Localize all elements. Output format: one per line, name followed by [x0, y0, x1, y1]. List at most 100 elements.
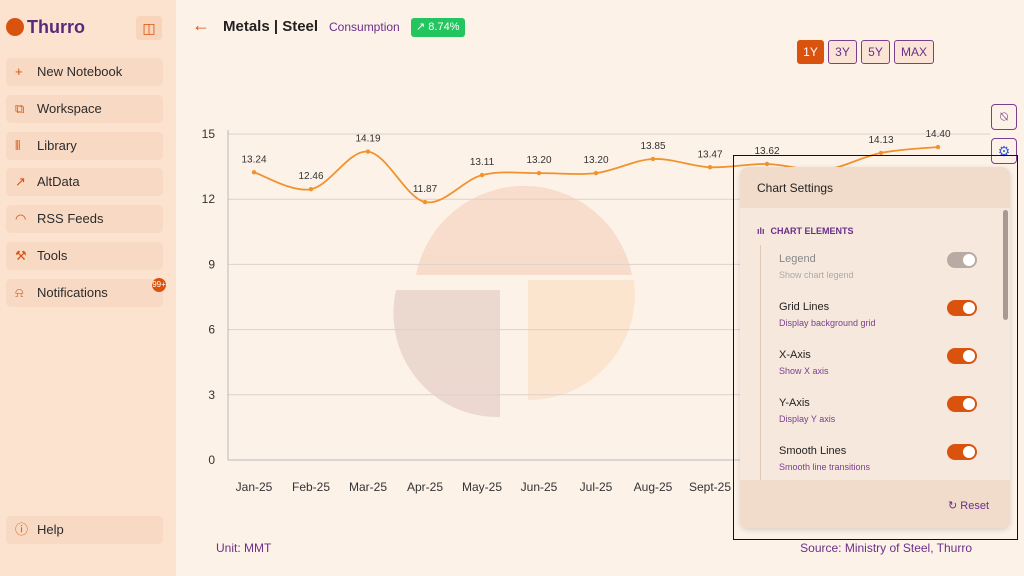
option-description: Display background grid [779, 318, 876, 328]
range-button[interactable]: 3Y [828, 40, 857, 64]
data-point [764, 161, 770, 167]
nav-label: AltData [37, 174, 80, 190]
brand: Thurro [27, 17, 85, 37]
source: Source: Ministry of Steel, Thurro [800, 541, 972, 555]
data-point [707, 165, 713, 170]
settings-outline [733, 155, 1018, 540]
value-label: 13.62 [754, 146, 779, 157]
reset-label: Reset [960, 500, 990, 512]
nav-icon: ◠ [15, 211, 27, 227]
toggle-knob [963, 302, 975, 314]
option-description: Show X axis [779, 366, 829, 376]
nav-icon: ↗ [15, 174, 26, 190]
value-label: 14.40 [925, 129, 950, 140]
y-tick-label: 0 [208, 453, 215, 467]
nav-item[interactable]: + New Notebook [6, 58, 163, 86]
back-button[interactable]: ← [192, 15, 210, 35]
x-tick-label: Aug-25 [634, 480, 673, 494]
nav-label: New Notebook [37, 64, 123, 79]
help-button[interactable]: ⓘ Help [6, 516, 163, 544]
change-value: 8.74% [428, 21, 460, 33]
toggle [947, 252, 977, 268]
option-label: Smooth Lines [779, 445, 847, 457]
x-tick-label: Mar-25 [349, 480, 387, 494]
y-tick-label: 6 [208, 323, 215, 337]
value-label: 13.24 [241, 154, 266, 165]
help-label: Help [37, 522, 64, 537]
logo [6, 18, 24, 36]
toggle[interactable] [947, 444, 977, 460]
nav-icon: ⚒ [15, 248, 27, 263]
data-point [251, 170, 257, 175]
settings-footer [740, 480, 1010, 528]
sidebar: Thurro ◫ + New Notebook ⧉ Workspace ⫴ Library… [0, 0, 176, 576]
nav-label: Tools [37, 248, 68, 263]
settings-panel [740, 167, 1010, 528]
option-label: Legend [779, 253, 816, 265]
settings-title: Chart Settings [757, 181, 834, 195]
nav-item[interactable]: ↗ AltData [6, 168, 163, 197]
x-tick-label: Jul-25 [580, 480, 613, 494]
data-point [878, 150, 884, 156]
range-button[interactable]: 5Y [861, 40, 890, 64]
reset-button[interactable]: ↻ Reset [948, 500, 990, 512]
value-label: 14.13 [868, 135, 893, 146]
change-badge: ↗ 8.74% [411, 18, 465, 37]
alert-button[interactable]: ⍉ [991, 104, 1017, 130]
badge: 99+ [152, 278, 166, 292]
toggle[interactable] [947, 300, 977, 316]
toggle-knob [963, 446, 975, 458]
nav-icon: + [15, 64, 23, 79]
data-point [935, 144, 941, 150]
nav-item[interactable]: ⫴ Library [6, 131, 163, 160]
value-label: 12.46 [298, 171, 323, 182]
x-tick-label: Jun-25 [521, 480, 558, 494]
range-button[interactable]: 1Y [797, 40, 824, 64]
value-label: 13.20 [526, 155, 551, 166]
option-label: X-Axis [779, 349, 811, 361]
nav-icon: ⧉ [15, 100, 25, 116]
x-tick-label: Apr-25 [407, 480, 443, 494]
nav-label: Notifications [37, 284, 108, 300]
option-label: Grid Lines [779, 301, 830, 313]
data-point [422, 199, 428, 205]
toggle-knob [963, 350, 975, 362]
unit: Unit: MMT [216, 541, 272, 555]
x-tick-label: Jan-25 [236, 480, 273, 494]
data-point [650, 156, 656, 162]
value-label: 13.85 [640, 141, 665, 152]
data-point [365, 149, 371, 154]
nav-label: Workspace [37, 100, 102, 116]
scrollbar [1003, 210, 1008, 320]
section-title: ılı CHART ELEMENTS [757, 226, 854, 236]
toggle-knob [963, 254, 975, 266]
value-label: 11.87 [413, 184, 438, 195]
tree-line [760, 245, 761, 480]
settings-header [740, 167, 1010, 208]
range-button[interactable]: MAX [894, 40, 934, 64]
watermark [393, 185, 635, 418]
page-title: Metals | Steel [223, 18, 319, 35]
nav-label: RSS Feeds [37, 211, 104, 227]
nav-icon: ⫴ [15, 137, 21, 153]
y-tick-label: 12 [202, 192, 216, 206]
option-description: Show chart legend [779, 270, 854, 280]
y-tick-label: 9 [208, 257, 215, 271]
option-description: Smooth line transitions [779, 462, 871, 472]
data-point [536, 170, 542, 176]
data-point [308, 187, 314, 192]
nav-item[interactable]: ◠ RSS Feeds [6, 205, 163, 234]
nav-item[interactable]: ⍾ Notifications [6, 278, 163, 307]
value-label: 13.47 [697, 149, 722, 160]
x-tick-label: May-25 [462, 480, 502, 494]
y-tick-label: 3 [208, 388, 215, 402]
nav-item[interactable]: ⧉ Workspace [6, 94, 163, 123]
toggle[interactable] [947, 396, 977, 412]
collapse-button[interactable]: ◫ [136, 16, 162, 40]
toggle[interactable] [947, 348, 977, 364]
value-label: 14.19 [355, 134, 380, 145]
nav-item[interactable]: ⚒ Tools [6, 242, 163, 270]
x-tick-label: Sept-25 [689, 480, 731, 494]
data-point [593, 170, 599, 176]
